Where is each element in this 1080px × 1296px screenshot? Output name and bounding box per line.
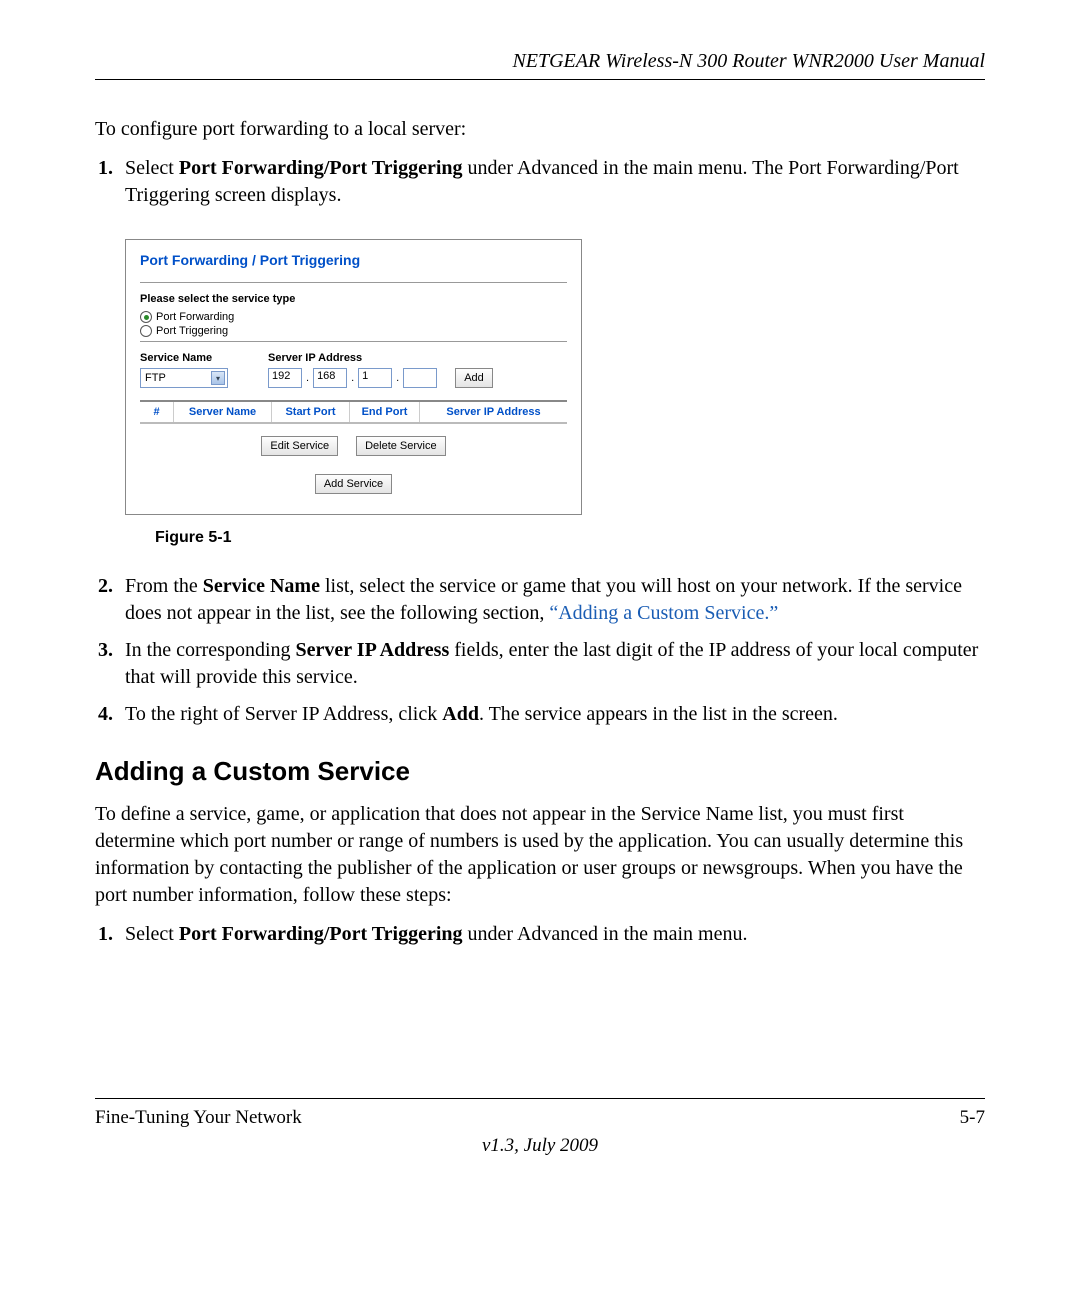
add-service-actions: Add Service [140, 474, 567, 494]
section-heading: Adding a Custom Service [95, 756, 985, 787]
table-actions: Edit Service Delete Service [140, 436, 567, 456]
steps-c: 1. Select Port Forwarding/Port Triggerin… [95, 921, 985, 948]
step-item: 3. In the corresponding Server IP Addres… [95, 637, 985, 691]
select-type-label: Please select the service type [140, 293, 567, 305]
th-ip: Server IP Address [420, 402, 567, 422]
edit-service-button[interactable]: Edit Service [261, 436, 338, 456]
figure-wrap: Port Forwarding / Port Triggering Please… [125, 239, 985, 547]
intro-text: To configure port forwarding to a local … [95, 118, 985, 141]
radio-icon [140, 311, 152, 323]
delete-service-button[interactable]: Delete Service [356, 436, 446, 456]
service-name-select[interactable]: FTP ▾ [140, 368, 228, 388]
step-number: 3. [95, 637, 125, 691]
th-start: Start Port [272, 402, 350, 422]
page-header: NETGEAR Wireless-N 300 Router WNR2000 Us… [95, 50, 985, 80]
footer-version: v1.3, July 2009 [95, 1135, 985, 1157]
header-title: NETGEAR Wireless-N 300 Router WNR2000 Us… [512, 50, 985, 72]
step-body: To the right of Server IP Address, click… [125, 701, 985, 728]
figure-caption: Figure 5-1 [155, 529, 985, 547]
server-ip-col: Server IP Address 192. 168. 1. Add [268, 352, 493, 388]
footer-line: Fine-Tuning Your Network 5-7 [95, 1098, 985, 1129]
radio-label: Port Forwarding [156, 311, 234, 323]
step-body: Select Port Forwarding/Port Triggering u… [125, 921, 985, 948]
step-item: 4. To the right of Server IP Address, cl… [95, 701, 985, 728]
radio-icon [140, 325, 152, 337]
step-body: From the Service Name list, select the s… [125, 573, 985, 627]
step-number: 1. [95, 155, 125, 209]
link-adding-custom-service[interactable]: “Adding a Custom Service.” [549, 602, 778, 624]
table-header: # Server Name Start Port End Port Server… [140, 402, 567, 423]
step-item: 1. Select Port Forwarding/Port Triggerin… [95, 921, 985, 948]
manual-page: NETGEAR Wireless-N 300 Router WNR2000 Us… [0, 0, 1080, 1197]
step-item: 1. Select Port Forwarding/Port Triggerin… [95, 155, 985, 209]
ip-input-group: 192. 168. 1. Add [268, 368, 493, 388]
footer-right: 5-7 [960, 1107, 985, 1129]
add-service-button[interactable]: Add Service [315, 474, 392, 494]
radio-port-forwarding[interactable]: Port Forwarding [140, 311, 567, 323]
step-body: Select Port Forwarding/Port Triggering u… [125, 155, 985, 209]
service-row: Service Name FTP ▾ Server IP Address 192… [140, 352, 567, 388]
divider [140, 282, 567, 283]
ip-octet-1[interactable]: 192 [268, 368, 302, 388]
divider [140, 341, 567, 342]
chevron-down-icon: ▾ [211, 371, 225, 385]
ip-octet-2[interactable]: 168 [313, 368, 347, 388]
radio-label: Port Triggering [156, 325, 228, 337]
service-name-label: Service Name [140, 352, 228, 364]
ip-octet-4[interactable] [403, 368, 437, 388]
steps-a: 1. Select Port Forwarding/Port Triggerin… [95, 155, 985, 209]
add-button[interactable]: Add [455, 368, 493, 388]
server-ip-label: Server IP Address [268, 352, 493, 364]
th-num: # [140, 402, 174, 422]
section-para: To define a service, game, or applicatio… [95, 801, 985, 909]
step-item: 2. From the Service Name list, select th… [95, 573, 985, 627]
service-table: # Server Name Start Port End Port Server… [140, 400, 567, 424]
step-number: 4. [95, 701, 125, 728]
step-body: In the corresponding Server IP Address f… [125, 637, 985, 691]
service-name-col: Service Name FTP ▾ [140, 352, 228, 388]
panel-title: Port Forwarding / Port Triggering [140, 252, 567, 268]
ip-octet-3[interactable]: 1 [358, 368, 392, 388]
th-end: End Port [350, 402, 420, 422]
footer-left: Fine-Tuning Your Network [95, 1107, 302, 1129]
router-ui-screenshot: Port Forwarding / Port Triggering Please… [125, 239, 582, 515]
step-number: 2. [95, 573, 125, 627]
steps-b: 2. From the Service Name list, select th… [95, 573, 985, 728]
radio-port-triggering[interactable]: Port Triggering [140, 325, 567, 337]
footer: Fine-Tuning Your Network 5-7 v1.3, July … [95, 1098, 985, 1157]
select-value: FTP [145, 372, 166, 384]
step-number: 1. [95, 921, 125, 948]
th-name: Server Name [174, 402, 272, 422]
